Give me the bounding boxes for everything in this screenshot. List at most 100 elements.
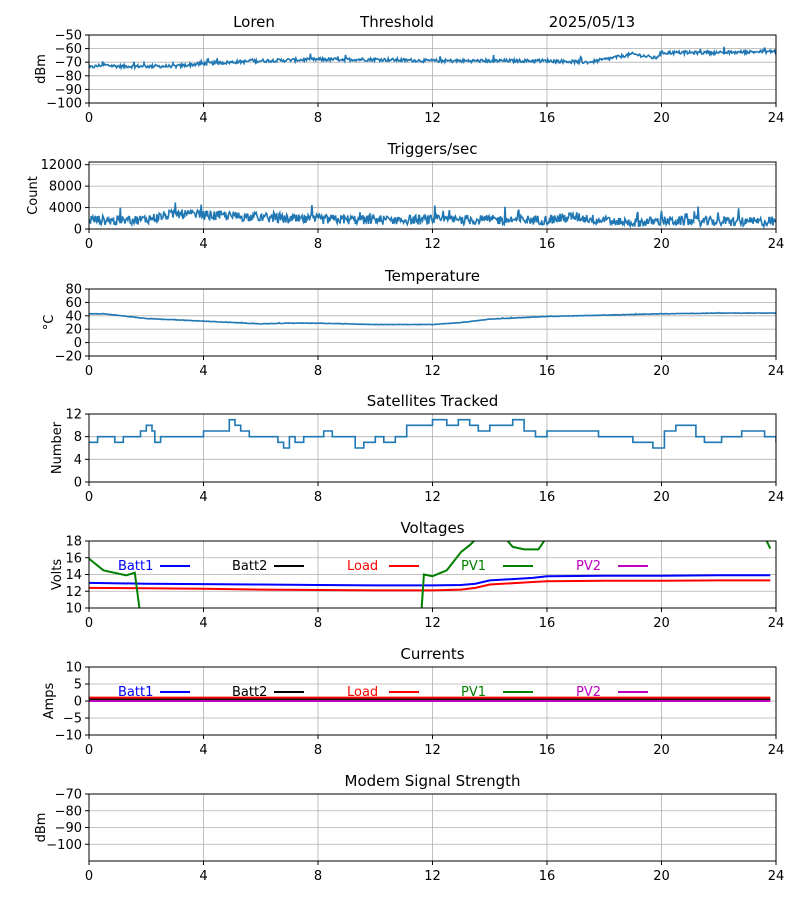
series-line-main — [89, 46, 776, 71]
panel-title: Currents — [400, 645, 464, 663]
x-tick-label: 0 — [85, 111, 93, 126]
legend-label-batt1: Batt1 — [118, 559, 153, 574]
y-tick-label: 10 — [65, 602, 82, 617]
y-tick-label: −100 — [46, 838, 82, 853]
series-line-batt1 — [89, 574, 771, 587]
x-tick-label: 24 — [768, 743, 785, 758]
y-tick-label: 0 — [74, 336, 82, 351]
y-tick-label: 10 — [65, 661, 82, 676]
legend-label-pv2: PV2 — [576, 685, 601, 700]
y-tick-label: 60 — [65, 296, 82, 311]
header-station: Loren — [233, 13, 275, 31]
y-tick-label: −70 — [55, 56, 82, 71]
panel-title: Temperature — [384, 267, 480, 285]
legend-label-batt2: Batt2 — [232, 685, 267, 700]
y-tick-label: 4 — [74, 453, 82, 468]
x-tick-label: 12 — [424, 111, 441, 126]
y-tick-label: −80 — [55, 69, 82, 84]
header-date: 2025/05/13 — [549, 13, 635, 31]
chart-panel-6: 0 4 8 12 16 20 24 −10 −5 0 5 10 Amps Currents Batt1 Bat… — [42, 645, 784, 758]
y-tick-label: −90 — [55, 83, 82, 98]
x-tick-label: 4 — [199, 364, 207, 379]
y-tick-label: −80 — [55, 804, 82, 819]
y-axis-label: Volts — [50, 559, 65, 591]
x-tick-label: 8 — [314, 237, 322, 252]
x-tick-label: 16 — [539, 490, 556, 505]
x-tick-label: 0 — [85, 743, 93, 758]
x-tick-label: 16 — [539, 616, 556, 631]
series-line-main — [89, 202, 776, 229]
y-tick-label: 40 — [65, 309, 82, 324]
x-tick-label: 0 — [85, 490, 93, 505]
x-tick-label: 12 — [424, 490, 441, 505]
x-tick-label: 24 — [768, 869, 785, 884]
x-tick-label: 16 — [539, 237, 556, 252]
x-tick-label: 4 — [199, 237, 207, 252]
x-tick-label: 24 — [768, 364, 785, 379]
y-tick-label: 12 — [65, 585, 82, 600]
x-tick-label: 8 — [314, 616, 322, 631]
y-tick-label: −100 — [46, 97, 82, 112]
x-tick-label: 8 — [314, 111, 322, 126]
x-tick-label: 24 — [768, 111, 785, 126]
y-tick-label: 0 — [74, 223, 82, 238]
legend-label-pv1: PV1 — [461, 559, 486, 574]
legend-label-load: Load — [347, 559, 378, 574]
x-tick-label: 8 — [314, 869, 322, 884]
series-line-pv1 — [89, 541, 772, 608]
x-tick-label: 20 — [653, 616, 670, 631]
x-tick-label: 20 — [653, 364, 670, 379]
x-tick-label: 0 — [85, 237, 93, 252]
y-tick-label: −50 — [55, 29, 82, 44]
y-tick-label: −70 — [55, 788, 82, 803]
y-axis-label: °C — [42, 315, 57, 331]
series-line-main — [89, 418, 776, 449]
y-tick-label: 12000 — [41, 158, 82, 173]
y-tick-label: 8 — [74, 430, 82, 445]
y-axis-label: dBm — [34, 54, 49, 84]
y-tick-label: −60 — [55, 42, 82, 57]
x-tick-label: 4 — [199, 616, 207, 631]
x-tick-label: 4 — [199, 490, 207, 505]
x-tick-label: 0 — [85, 869, 93, 884]
y-tick-label: 0 — [74, 695, 82, 710]
x-tick-label: 16 — [539, 111, 556, 126]
x-tick-label: 20 — [653, 743, 670, 758]
x-tick-label: 24 — [768, 616, 785, 631]
panel-title: Satellites Tracked — [367, 392, 498, 410]
x-tick-label: 8 — [314, 364, 322, 379]
legend-label-pv2: PV2 — [576, 559, 601, 574]
y-tick-label: −5 — [63, 712, 82, 727]
y-tick-label: 16 — [65, 551, 82, 566]
x-tick-label: 20 — [653, 869, 670, 884]
panel-title: Voltages — [400, 519, 464, 537]
series-line-main — [89, 311, 776, 326]
panel-title: Triggers/sec — [387, 140, 478, 158]
y-tick-label: 20 — [65, 323, 82, 338]
y-tick-label: 18 — [65, 535, 82, 550]
x-tick-label: 16 — [539, 364, 556, 379]
y-tick-label: −20 — [55, 350, 82, 365]
x-tick-label: 16 — [539, 869, 556, 884]
x-tick-label: 20 — [653, 490, 670, 505]
x-tick-label: 8 — [314, 743, 322, 758]
panel-title: Modem Signal Strength — [345, 772, 521, 790]
y-tick-label: 4000 — [49, 201, 82, 216]
legend-label-pv1: PV1 — [461, 685, 486, 700]
x-tick-label: 12 — [424, 616, 441, 631]
x-tick-label: 16 — [539, 743, 556, 758]
chart-panel-7: 0 4 8 12 16 20 24 −100 −90 −80−70 dBm Modem Signal … — [34, 772, 784, 884]
chart-panel-1: 0 4 8 12 16 20 24 −100−90−80−70−60−50 dBm — [34, 29, 784, 127]
y-axis-label: dBm — [34, 813, 49, 843]
x-tick-label: 24 — [768, 237, 785, 252]
y-axis-label: Number — [50, 421, 65, 474]
header-mode: Threshold — [359, 13, 434, 31]
y-tick-label: −90 — [55, 821, 82, 836]
y-tick-label: 80 — [65, 283, 82, 298]
x-tick-label: 0 — [85, 364, 93, 379]
x-tick-label: 4 — [199, 869, 207, 884]
